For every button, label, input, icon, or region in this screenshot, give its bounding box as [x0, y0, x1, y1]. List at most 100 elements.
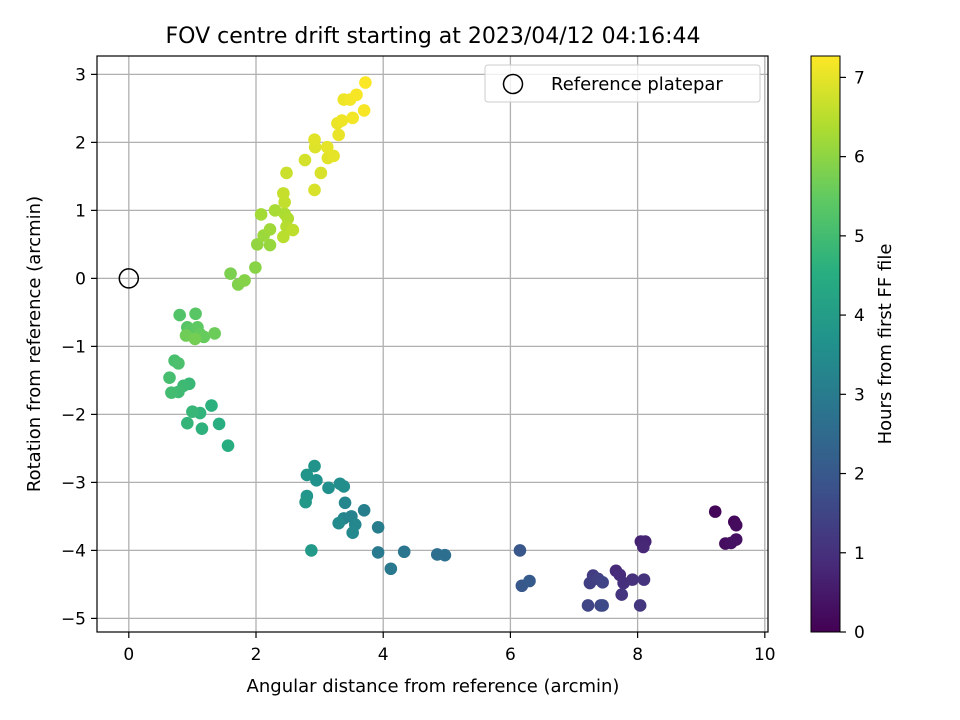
legend-box — [484, 64, 761, 103]
data-point — [238, 274, 251, 287]
data-point — [188, 332, 202, 346]
colorbar-tick-label: 6 — [854, 148, 865, 168]
x-tick-label: 2 — [251, 645, 262, 665]
data-point — [729, 518, 743, 532]
colorbar-ticks: 0 1 2 3 4 5 6 7 — [840, 68, 865, 643]
data-point — [729, 533, 743, 546]
data-point — [212, 417, 226, 431]
legend-entry-reference-platepar: Reference platepar — [551, 74, 723, 95]
legend: Reference platepar — [484, 64, 761, 103]
data-point — [626, 573, 639, 586]
data-point — [299, 495, 312, 509]
x-tick-label: 4 — [378, 645, 389, 665]
data-point — [250, 238, 264, 251]
data-point — [371, 546, 385, 559]
data-point — [346, 526, 359, 540]
data-point — [708, 505, 722, 518]
y-tick-label: −3 — [61, 473, 86, 493]
data-point — [346, 111, 359, 125]
data-point — [224, 267, 237, 280]
reference-marker-group — [118, 268, 140, 289]
colorbar-gradient — [810, 55, 841, 633]
data-point — [523, 574, 536, 588]
data-point — [263, 223, 277, 236]
data-point — [163, 371, 176, 384]
y-tick-label: 0 — [75, 269, 86, 289]
y-tick-label: 1 — [75, 201, 86, 221]
data-points — [163, 76, 743, 612]
data-point — [268, 204, 282, 217]
data-point — [633, 599, 647, 612]
data-point — [335, 114, 349, 127]
data-point — [280, 166, 293, 180]
data-point — [384, 562, 398, 576]
x-axis: 0 2 4 6 8 10 — [123, 632, 776, 665]
legend-reference-marker — [502, 73, 524, 95]
data-point — [371, 520, 385, 534]
data-point — [615, 588, 629, 601]
data-point — [254, 208, 268, 221]
colorbar-label: Hours from first FF file — [875, 244, 896, 445]
data-point — [286, 223, 300, 237]
data-point — [327, 149, 340, 163]
data-point — [308, 459, 321, 473]
data-point — [314, 166, 328, 180]
data-point — [221, 439, 235, 452]
y-tick-label: −4 — [61, 541, 86, 561]
colorbar-tick-label: 3 — [854, 385, 865, 405]
x-tick-label: 10 — [754, 645, 776, 665]
data-point — [332, 128, 345, 142]
data-point — [596, 576, 609, 589]
data-point — [298, 153, 312, 167]
data-point — [338, 496, 352, 510]
y-tick-label: −2 — [61, 405, 86, 425]
data-point — [332, 516, 345, 530]
data-point — [305, 544, 318, 557]
y-axis: 3 2 1 0 −1 −2 −3 −4 −5 — [61, 65, 97, 629]
x-tick-label: 6 — [505, 645, 516, 665]
data-point — [186, 405, 199, 418]
y-tick-label: 2 — [75, 133, 86, 153]
data-point — [350, 88, 363, 102]
colorbar-tick-label: 5 — [854, 227, 865, 247]
y-tick-label: −1 — [61, 337, 86, 357]
plot-frame — [96, 55, 769, 633]
data-point — [322, 481, 335, 495]
data-point — [181, 416, 194, 430]
data-point — [310, 474, 323, 487]
data-point — [357, 104, 371, 117]
x-tick-label: 0 — [123, 645, 134, 665]
data-point — [173, 308, 186, 322]
colorbar-tick-label: 0 — [854, 623, 865, 643]
y-axis-label: Rotation from reference (arcmin) — [24, 196, 45, 492]
data-point — [277, 230, 290, 244]
colorbar-tick-label: 4 — [854, 306, 865, 326]
data-point — [397, 545, 411, 559]
data-point — [172, 357, 185, 370]
colorbar: 0 1 2 3 4 5 6 7 Hours from first FF file — [810, 55, 896, 643]
data-point — [513, 544, 527, 557]
data-point — [359, 76, 372, 89]
data-point — [581, 599, 595, 612]
data-point — [249, 261, 262, 274]
data-point — [205, 399, 218, 412]
data-point — [320, 140, 334, 154]
colorbar-tick-label: 7 — [854, 68, 865, 88]
data-point — [277, 187, 290, 200]
y-tick-label: −5 — [61, 609, 86, 629]
y-tick-label: 3 — [75, 65, 86, 85]
data-point — [195, 422, 209, 435]
reference-platepar-marker — [118, 268, 140, 289]
chart-title: FOV centre drift starting at 2023/04/12 … — [166, 24, 701, 49]
data-point — [300, 468, 314, 482]
colorbar-tick-label: 1 — [854, 544, 865, 564]
data-point — [308, 183, 321, 197]
data-point — [596, 599, 609, 612]
colorbar-tick-label: 2 — [854, 465, 865, 485]
x-tick-label: 8 — [632, 645, 643, 665]
data-point — [208, 327, 221, 340]
x-axis-label: Angular distance from reference (arcmin) — [247, 676, 620, 697]
data-point — [263, 238, 277, 252]
data-point — [438, 548, 452, 562]
